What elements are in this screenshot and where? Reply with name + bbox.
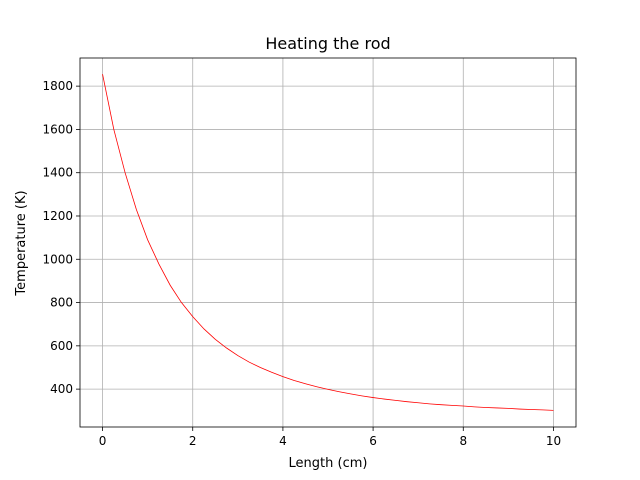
x-tick-label: 8 bbox=[459, 434, 467, 448]
chart-title: Heating the rod bbox=[265, 34, 390, 53]
y-tick-label: 1800 bbox=[42, 79, 73, 93]
x-tick-label: 10 bbox=[546, 434, 561, 448]
y-tick-label: 400 bbox=[50, 382, 73, 396]
y-tick-label: 600 bbox=[50, 339, 73, 353]
x-tick-label: 2 bbox=[189, 434, 197, 448]
x-axis-label: Length (cm) bbox=[289, 456, 368, 471]
y-tick-label: 1000 bbox=[42, 252, 73, 266]
series-layer bbox=[102, 74, 554, 411]
y-tick-label: 1400 bbox=[42, 166, 73, 180]
x-tick-label: 0 bbox=[99, 434, 107, 448]
plot-background bbox=[80, 58, 576, 427]
y-axis-label: Temperature (K) bbox=[14, 190, 29, 296]
x-tick-label: 4 bbox=[279, 434, 287, 448]
grid bbox=[80, 58, 576, 427]
y-tick-label: 1200 bbox=[42, 209, 73, 223]
series-line bbox=[102, 74, 554, 411]
ticks: 0 2 4 6 8 10 400 600 800 1000 1200 1400 1600 1800 bbox=[42, 79, 561, 448]
y-tick-label: 1600 bbox=[42, 122, 73, 136]
axes-frame bbox=[79, 57, 577, 428]
axes-border bbox=[79, 57, 577, 428]
x-tick-label: 6 bbox=[369, 434, 377, 448]
y-tick-label: 800 bbox=[50, 296, 73, 310]
plot-area bbox=[80, 58, 576, 427]
